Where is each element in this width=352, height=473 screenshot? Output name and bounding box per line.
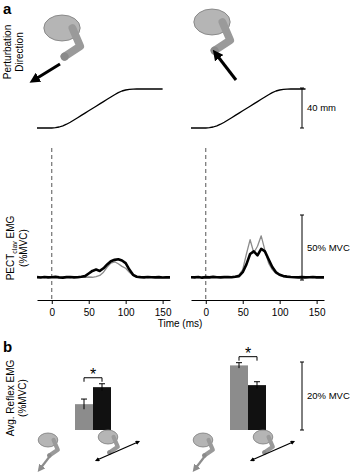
position-traces [37,89,163,128]
tick: 50 [84,300,96,318]
tick: 0 [203,300,209,318]
tick: 0 [49,300,55,318]
tick-mark [317,300,318,304]
tick-mark [163,300,164,304]
tick-label: 100 [272,307,289,318]
tick-mark [89,300,90,304]
y-axis-label: (%MVC) [17,379,28,417]
tick-label: 0 [49,307,55,318]
figure-svg: aPerturbationDirectionPECTclav EMG(%MVC)… [0,0,352,473]
x-axis-line [38,300,171,301]
tick-mark [280,300,281,304]
emg-traces [191,236,324,278]
arm-icon [44,15,80,61]
label-subscript: clav [11,241,18,254]
position-trace [191,89,306,128]
error-bar [254,382,260,389]
x-axis: 0 50 100 150 [192,300,326,318]
bar [248,385,266,430]
scale-bar [300,88,304,128]
emg-trace [37,259,170,277]
emg-trace [191,236,324,278]
position-trace [37,89,163,128]
scale-bar-label: 20% MVC [307,390,350,401]
direction-arrow [40,456,50,469]
arm-segments [109,437,117,452]
y2-axis-label: PECTclav EMG [5,215,18,280]
scale-bar-label: 50% MVC [307,242,350,253]
tick-mark [243,300,244,304]
label-part: PECT [5,254,16,281]
arm-segments [264,437,272,452]
direction-arrow [216,54,236,80]
arm-segments [49,440,57,455]
arm-icon [38,433,58,458]
tick: 50 [238,300,250,318]
direction-arrow [97,442,138,460]
arm-icon [98,430,118,455]
tick-mark [206,300,207,304]
x-axis: 0 50 100 150 [38,300,172,318]
arm-icon [193,433,213,458]
scale-bar [300,362,304,430]
error-bar [236,363,242,368]
direction-arrow [34,64,60,80]
tick: 100 [118,300,135,318]
direction-arrow [195,456,205,469]
emg-traces [37,259,170,277]
y2-axis-label: (%MVC) [18,229,29,267]
arm-icon [253,430,273,455]
tick-label: 50 [238,307,250,318]
tick-label: 50 [84,307,96,318]
error-bar [99,384,105,391]
arm-icon [194,9,230,55]
emg-trace [191,249,324,278]
position-traces [191,89,306,128]
tick-label: 100 [118,307,135,318]
x-axis-line [192,300,325,301]
label-part: EMG [5,215,16,241]
error-bar [81,399,87,409]
significance-label: * [245,345,251,362]
tick-label: 150 [155,307,172,318]
x-axis-label: Time (ms) [158,318,203,329]
tick-mark [52,300,53,304]
tick-mark [126,300,127,304]
tick: 150 [309,300,326,318]
bar [93,387,111,430]
panel-label: b [3,338,12,355]
y-axis-label: Direction [14,32,25,71]
tick: 150 [155,300,172,318]
tick-label: 0 [203,307,209,318]
figure: aPerturbationDirectionPECTclav EMG(%MVC)… [0,0,352,473]
direction-arrow [252,442,293,460]
arm-segments [215,22,231,51]
y-axis-label: Perturbation [2,25,13,79]
scale-bar-label: 40 mm [307,102,336,113]
arm-segments [204,440,212,455]
y-axis-label: Avg. Reflex EMG [5,360,16,437]
scale-bar [300,215,304,280]
significance-label: * [90,366,96,383]
tick: 100 [272,300,289,318]
tick-label: 150 [309,307,326,318]
bar [230,365,248,430]
bars [75,363,266,430]
arm-segments [65,28,81,57]
panel-label: a [3,0,12,17]
hand [60,52,68,60]
